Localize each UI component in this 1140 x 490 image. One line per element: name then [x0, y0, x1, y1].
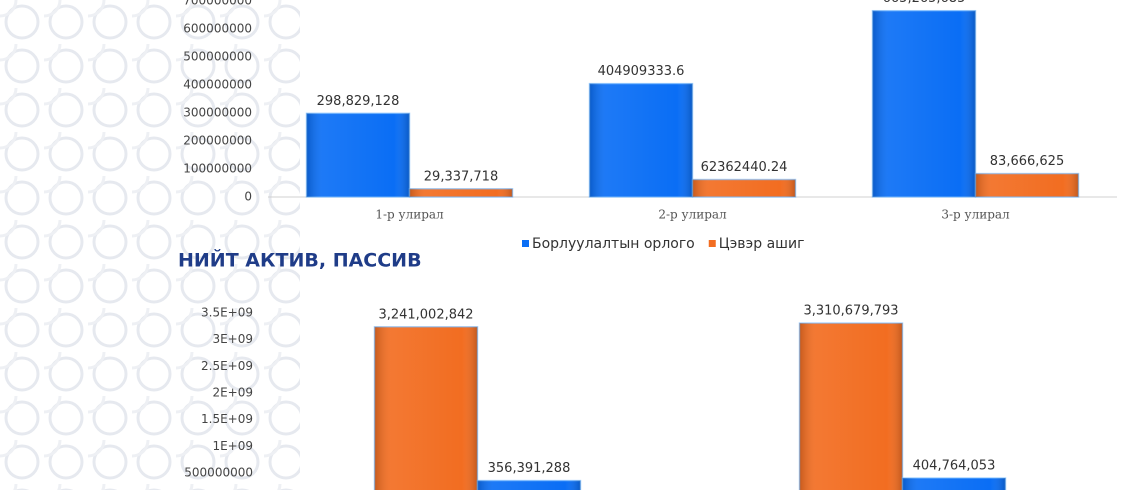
y-tick-label: 1E+09	[212, 439, 253, 453]
y-tick-label: 300000000	[183, 106, 252, 120]
chart-title: НИЙТ АКТИВ, ПАССИВ	[178, 249, 422, 272]
data-label: 404909333.6	[598, 64, 685, 79]
bar-shade	[872, 10, 976, 198]
legend-swatch	[522, 240, 529, 247]
y-tick-label: 3E+09	[212, 332, 253, 346]
y-tick-label: 400000000	[183, 78, 252, 92]
x-tick-label: 2-р улирал	[658, 208, 727, 222]
legend-label: Борлуулалтын орлого	[532, 236, 695, 252]
bar-shade	[589, 83, 693, 197]
y-tick-label: 100000000	[183, 162, 252, 176]
legend-swatch	[708, 240, 716, 247]
y-tick-label: 500000000	[183, 50, 252, 64]
y-tick-label: 0	[244, 190, 252, 204]
bar-shade	[477, 480, 581, 490]
bar-shade	[306, 113, 410, 197]
x-tick-label: 3-р улирал	[941, 208, 1010, 222]
data-label: 298,829,128	[317, 94, 400, 109]
bar-shade	[799, 323, 903, 490]
y-tick-label: 700000000	[183, 0, 252, 8]
legend-label: Цэвэр ашиг	[719, 236, 805, 252]
data-label: 29,337,718	[424, 169, 498, 184]
data-label: 83,666,625	[990, 154, 1064, 169]
y-tick-label: 1.5E+09	[201, 412, 253, 426]
y-tick-label: 2E+09	[212, 385, 253, 399]
data-label: 62362440.24	[701, 160, 788, 175]
data-label: 3,241,002,842	[378, 307, 473, 322]
y-tick-label: 2.5E+09	[201, 359, 253, 373]
bar-shade	[374, 326, 478, 490]
bar-shade	[902, 478, 1006, 490]
background-pattern	[0, 0, 300, 490]
bar-shade	[975, 173, 1079, 197]
bar-shade	[692, 179, 796, 197]
y-tick-label: 3.5E+09	[201, 306, 253, 320]
data-label: 3,310,679,793	[803, 304, 898, 319]
y-tick-label: 200000000	[183, 134, 252, 148]
y-tick-label: 600000000	[183, 22, 252, 36]
data-label: 665,265,685	[883, 0, 966, 6]
bar-shade	[409, 188, 513, 197]
y-tick-label: 500000000	[184, 465, 253, 479]
data-label: 356,391,288	[488, 461, 571, 476]
x-tick-label: 1-р улирал	[375, 208, 444, 222]
data-label: 404,764,053	[913, 459, 996, 474]
